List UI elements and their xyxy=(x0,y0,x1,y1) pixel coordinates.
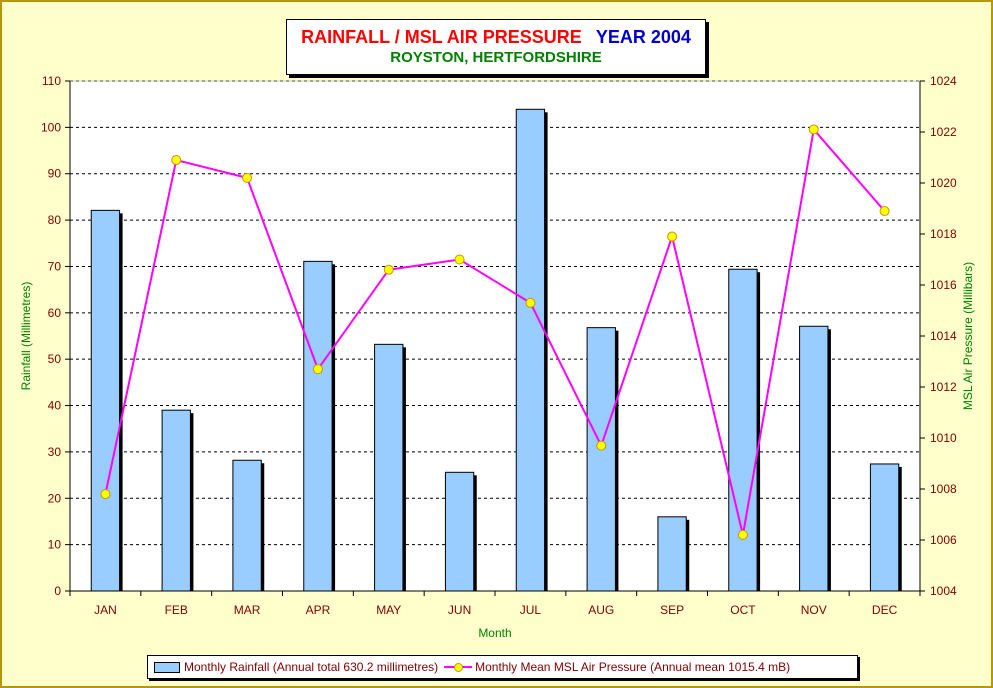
y2-tick-label: 1024 xyxy=(930,74,957,88)
pressure-point xyxy=(808,124,819,135)
x-tick-label: JUN xyxy=(448,603,471,617)
bar xyxy=(444,471,475,592)
y-axis-title: Rainfall (Millimetres) xyxy=(19,282,33,391)
plot-area xyxy=(70,81,920,591)
x-tick-label: NOV xyxy=(801,603,827,617)
legend-line-swatch xyxy=(444,662,473,672)
chart-title: RAINFALL / MSL AIR PRESSURE YEAR 2004 xyxy=(287,26,705,48)
y-tick-label: 10 xyxy=(48,538,62,552)
y2-tick-label: 1006 xyxy=(930,533,957,547)
chart-legend: Monthly Rainfall (Annual total 630.2 mil… xyxy=(147,655,858,679)
y-tick-label: 60 xyxy=(48,306,62,320)
bar xyxy=(586,327,616,592)
legend-label-rainfall: Monthly Rainfall (Annual total 630.2 mil… xyxy=(184,660,439,674)
y2-tick-label: 1020 xyxy=(930,176,957,190)
chart-title-box: RAINFALL / MSL AIR PRESSURE YEAR 2004 ROY… xyxy=(286,19,706,75)
pressure-point xyxy=(171,155,182,166)
pressure-point xyxy=(667,231,678,242)
y-tick-label: 20 xyxy=(48,491,62,505)
pressure-point xyxy=(879,206,890,217)
chart-subtitle: ROYSTON, HERTFORDSHIRE xyxy=(390,49,602,66)
y2-tick-label: 1008 xyxy=(930,482,957,496)
legend-item-rainfall: Monthly Rainfall (Annual total 630.2 mil… xyxy=(154,660,438,674)
bar xyxy=(374,343,404,592)
y-tick-label: 110 xyxy=(42,74,61,88)
x-axis-title: Month xyxy=(478,626,511,640)
legend-bar-swatch xyxy=(154,661,180,673)
y2-axis-title: MSL Air Pressure (Millibars) xyxy=(961,262,975,410)
y-tick-label: 100 xyxy=(41,120,61,134)
bar xyxy=(799,325,829,592)
y2-tick-label: 1022 xyxy=(930,125,957,139)
x-tick-label: MAY xyxy=(376,603,401,617)
bar xyxy=(657,516,687,592)
y2-tick-label: 1004 xyxy=(930,584,957,598)
y-tick-label: 80 xyxy=(48,213,62,227)
pressure-point xyxy=(100,489,111,500)
x-tick-label: SEP xyxy=(660,603,684,617)
y-tick-label: 70 xyxy=(48,259,62,273)
pressure-point xyxy=(596,440,607,451)
x-tick-label: OCT xyxy=(730,603,756,617)
bar xyxy=(303,260,333,592)
legend-item-pressure: Monthly Mean MSL Air Pressure (Annual me… xyxy=(444,660,790,674)
x-tick-label: JUL xyxy=(520,603,542,617)
bar xyxy=(232,459,262,592)
y-tick-label: 90 xyxy=(48,167,62,181)
legend-label-pressure: Monthly Mean MSL Air Pressure (Annual me… xyxy=(475,660,791,674)
y2-tick-label: 1010 xyxy=(930,431,957,445)
x-tick-label: FEB xyxy=(165,603,188,617)
pressure-line xyxy=(104,127,886,536)
pressure-point xyxy=(242,172,253,183)
pressure-point xyxy=(312,364,323,375)
pressure-point xyxy=(454,254,465,265)
y2-tick-label: 1014 xyxy=(930,329,957,343)
bar xyxy=(161,409,191,592)
bar xyxy=(515,108,546,592)
y-tick-label: 0 xyxy=(54,584,61,598)
x-tick-label: JAN xyxy=(94,603,117,617)
y2-tick-label: 1012 xyxy=(930,380,957,394)
y-tick-label: 30 xyxy=(48,445,62,459)
x-tick-label: APR xyxy=(306,603,331,617)
x-tick-label: AUG xyxy=(588,603,614,617)
bar xyxy=(728,268,758,592)
pressure-point xyxy=(737,529,748,540)
y-tick-label: 40 xyxy=(48,399,62,413)
pressure-point xyxy=(383,264,394,275)
y-tick-label: 50 xyxy=(48,352,62,366)
x-tick-label: MAR xyxy=(234,603,261,617)
bar xyxy=(90,209,121,592)
chart-title-year: YEAR 2004 xyxy=(595,27,691,47)
x-tick-label: DEC xyxy=(872,603,898,617)
y2-tick-label: 1018 xyxy=(930,227,957,241)
chart-title-main: RAINFALL / MSL AIR PRESSURE xyxy=(301,27,582,47)
y2-tick-label: 1016 xyxy=(930,278,957,292)
pressure-point xyxy=(525,297,536,308)
bar xyxy=(869,463,900,592)
